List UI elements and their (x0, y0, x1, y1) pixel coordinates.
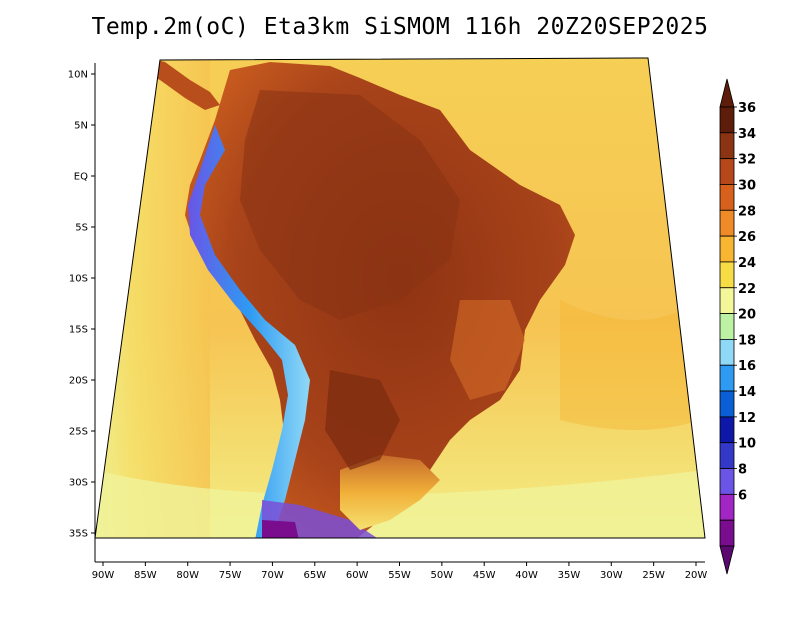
map-frame (94, 57, 706, 539)
lat-tick-label: 10N (68, 70, 88, 81)
lon-tick-label: 35W (558, 570, 581, 581)
lon-tick-label: 55W (388, 570, 411, 581)
colorbar-box (719, 364, 735, 392)
lon-tick-label: 65W (303, 570, 326, 581)
colorbar-high-arrow (719, 78, 735, 108)
colorbar-box (719, 209, 735, 237)
colorbar-label: 20 (738, 308, 756, 323)
lon-tick-label: 80W (176, 570, 199, 581)
colorbar-box (719, 442, 735, 469)
colorbar-box (719, 390, 735, 418)
lat-tick-label: 35S (69, 529, 88, 540)
lon-tick-label: 40W (515, 570, 538, 581)
latitude-ticks: 10N 5N EQ 5S 10S 15S 20S 25S 30S 35S (68, 70, 95, 540)
colorbar-label: 12 (738, 411, 756, 426)
colorbar-label: 28 (738, 204, 756, 219)
lat-tick-label: 5N (74, 121, 88, 132)
colorbar-label: 36 (738, 101, 756, 116)
lon-tick-label: 75W (219, 570, 242, 581)
atlantic-warm-patch (560, 300, 700, 430)
colorbar-box (719, 132, 735, 160)
lat-tick-label: 25S (69, 427, 88, 438)
lat-tick-label: 15S (69, 325, 88, 336)
colorbar-low-arrow (719, 545, 735, 575)
amazon-hot-core (240, 90, 460, 320)
colorbar-box (719, 158, 735, 185)
colorbar-label: 18 (738, 333, 756, 348)
colorbar-box (719, 339, 735, 366)
brazil-plateau-cooler (450, 300, 525, 400)
longitude-ticks: 90W 85W 80W 75W 70W 65W 60W 55W 50W 45W 40W 35W 30W 2… (92, 562, 708, 581)
lon-tick-label: 45W (473, 570, 496, 581)
lat-tick-label: 10S (69, 274, 88, 285)
colorbar-box (719, 287, 735, 314)
pacific-cool-band (95, 58, 210, 538)
colorbar-box (719, 493, 735, 521)
lon-tick-label: 30W (600, 570, 623, 581)
colorbar-box (719, 468, 735, 495)
colorbar-label: 32 (738, 153, 756, 168)
colorbar-label: 10 (738, 437, 756, 452)
lon-tick-label: 20W (685, 570, 708, 581)
chaco-hot-core (325, 370, 400, 470)
lon-tick-label: 50W (431, 570, 454, 581)
colorbar-label: 6 (738, 488, 747, 503)
colorbar-label: 22 (738, 282, 756, 297)
map-title: Temp.2m(oC) Eta3km SiSMOM 116h 20Z20SEP2… (91, 14, 709, 40)
lat-tick-label: 30S (69, 478, 88, 489)
lon-tick-label: 60W (346, 570, 369, 581)
southern-cone-field (340, 455, 440, 530)
lat-tick-label: 5S (75, 223, 88, 234)
field-layer (95, 58, 705, 538)
colorbar: 36 34 32 30 28 26 24 22 20 18 16 14 12 10 8 6 (719, 78, 756, 575)
colorbar-box (719, 235, 735, 263)
andes-cold-ribbon (188, 125, 310, 538)
lon-tick-label: 25W (642, 570, 665, 581)
colorbar-box (719, 261, 735, 289)
lat-tick-label: 20S (69, 376, 88, 387)
colorbar-label: 24 (738, 256, 756, 271)
colorbar-box (719, 519, 735, 547)
colorbar-label: 16 (738, 359, 756, 374)
colorbar-label: 14 (738, 385, 756, 400)
colorbar-label: 26 (738, 230, 756, 245)
patagonia-coldest (262, 520, 300, 538)
lat-tick-label: EQ (74, 172, 88, 183)
colorbar-box (719, 184, 735, 211)
lon-tick-label: 70W (261, 570, 284, 581)
colorbar-label: 8 (738, 463, 747, 478)
colorbar-box (719, 416, 735, 444)
colorbar-label: 34 (738, 127, 756, 142)
lon-tick-label: 90W (92, 570, 115, 581)
lon-tick-label: 85W (134, 570, 157, 581)
colorbar-box (719, 106, 735, 134)
colorbar-label: 30 (738, 178, 756, 193)
colorbar-box (719, 313, 735, 340)
